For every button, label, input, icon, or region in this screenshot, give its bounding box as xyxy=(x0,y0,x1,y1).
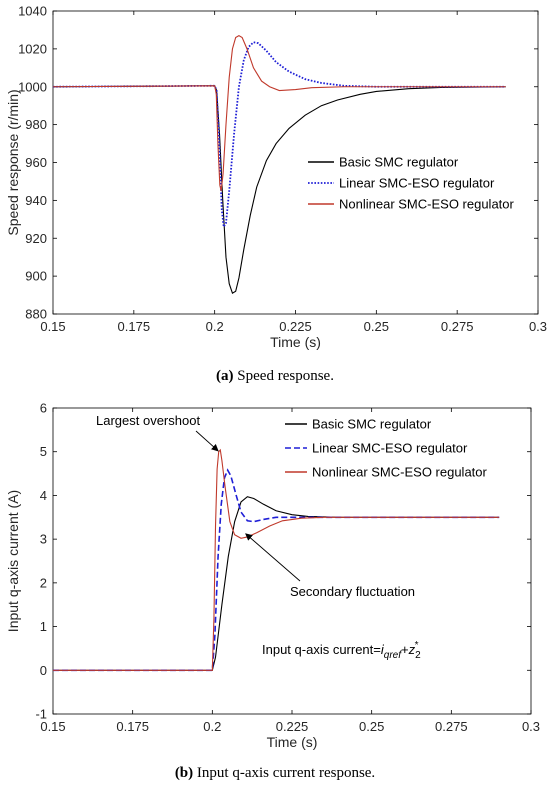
series-line-1 xyxy=(53,85,506,294)
x-tick-label: 0.225 xyxy=(279,319,312,334)
y-tick-label: 880 xyxy=(25,307,47,322)
arrow-secondary-fluctuation xyxy=(245,533,301,582)
y-tick-label: 1040 xyxy=(18,4,47,19)
arrow-largest-overshoot xyxy=(195,430,219,452)
series-line-3 xyxy=(53,448,500,671)
x-tick-label: 0.25 xyxy=(364,319,389,334)
legend-label-1: Basic SMC regulator xyxy=(312,417,432,432)
y-tick-label: 1000 xyxy=(18,79,47,94)
x-tick-label: 0.175 xyxy=(118,319,151,334)
y-tick-label: 960 xyxy=(25,155,47,170)
speed-response-chart: 0.15 0.175 0.2 0.225 0.25 0.275 0.3 880 900 920 94… xyxy=(5,4,547,351)
caption-text: Speed response. xyxy=(233,368,334,384)
y-tick-label: 940 xyxy=(25,193,47,208)
annotations: Largest overshoot Secondary fluctuation In… xyxy=(96,413,421,661)
y-tick-label: 2 xyxy=(40,575,47,590)
legend-label-3: Nonlinear SMC-ESO regulator xyxy=(312,465,488,480)
legend-label-2: Linear SMC-ESO regulator xyxy=(339,176,495,191)
x-tick-label: 0.3 xyxy=(522,719,540,734)
x-axis-title: Time (s) xyxy=(270,334,321,350)
caption-current-response: (b) Input q-axis current response. xyxy=(0,765,550,782)
x-tick-label: 0.275 xyxy=(435,719,468,734)
x-tick-label: 0.225 xyxy=(276,719,309,734)
y-tick-label: 1 xyxy=(40,619,47,634)
plot-area-frame xyxy=(52,10,539,315)
x-tick-label: 0.2 xyxy=(203,719,221,734)
equation-prefix: Input q-axis current= xyxy=(262,642,381,657)
series-line-3 xyxy=(53,34,506,192)
current-response-chart: 0.15 0.175 0.2 0.225 0.25 0.275 0.3 -1 0 1 2 3 4 5 6 Ti… xyxy=(5,401,540,751)
y-tick-label: 900 xyxy=(25,269,47,284)
y-tick-label: 1020 xyxy=(18,41,47,56)
x-tick-label: 0.2 xyxy=(206,319,224,334)
x-axis-title: Time (s) xyxy=(267,734,318,750)
y-axis-title: Speed response (r/min) xyxy=(5,89,21,235)
x-tick-label: 0.25 xyxy=(359,719,384,734)
x-tick-label: 0.15 xyxy=(40,319,65,334)
series-line-2 xyxy=(53,468,500,672)
y-tick-label: 0 xyxy=(40,663,47,678)
x-tick-label: 0.175 xyxy=(116,719,149,734)
series-line-1 xyxy=(53,496,500,671)
y-tick-label: 5 xyxy=(40,444,47,459)
y-tick-label: 980 xyxy=(25,117,47,132)
equation-z-sub: 2 xyxy=(415,650,421,661)
x-tick-label: 0.3 xyxy=(529,319,547,334)
legend-label-2: Linear SMC-ESO regulator xyxy=(312,441,468,456)
legend-label-1: Basic SMC regulator xyxy=(339,155,459,170)
equation-i-sub: qref xyxy=(384,650,402,661)
y-tick-label: 920 xyxy=(25,231,47,246)
y-tick-label: 3 xyxy=(40,532,47,547)
caption-label: (b) xyxy=(174,765,194,781)
legend: Basic SMC regulator Linear SMC-ESO regula… xyxy=(285,417,488,480)
equation-z: z xyxy=(408,642,416,657)
annotation-largest-overshoot: Largest overshoot xyxy=(96,413,200,428)
y-tick-label: -1 xyxy=(35,707,47,722)
legend: Basic SMC regulator Linear SMC-ESO regula… xyxy=(308,155,515,212)
caption-label: (a) xyxy=(216,368,234,384)
legend-label-3: Nonlinear SMC-ESO regulator xyxy=(339,197,515,212)
equation-z-sup: * xyxy=(415,640,419,651)
y-tick-label: 4 xyxy=(40,488,47,503)
annotation-secondary-fluctuation: Secondary fluctuation xyxy=(290,584,415,599)
y-axis-title: Input q-axis current (A) xyxy=(5,490,21,632)
caption-speed-response: (a) Speed response. xyxy=(0,368,550,385)
y-tick-label: 6 xyxy=(40,401,47,416)
x-tick-label: 0.275 xyxy=(441,319,474,334)
equation-plus: + xyxy=(401,642,409,657)
equation-i: i xyxy=(381,642,385,657)
x-tick-label: 0.15 xyxy=(40,719,65,734)
caption-text: Input q-axis current response. xyxy=(193,765,376,781)
annotation-equation: Input q-axis current=iqref+z2* xyxy=(262,640,421,661)
